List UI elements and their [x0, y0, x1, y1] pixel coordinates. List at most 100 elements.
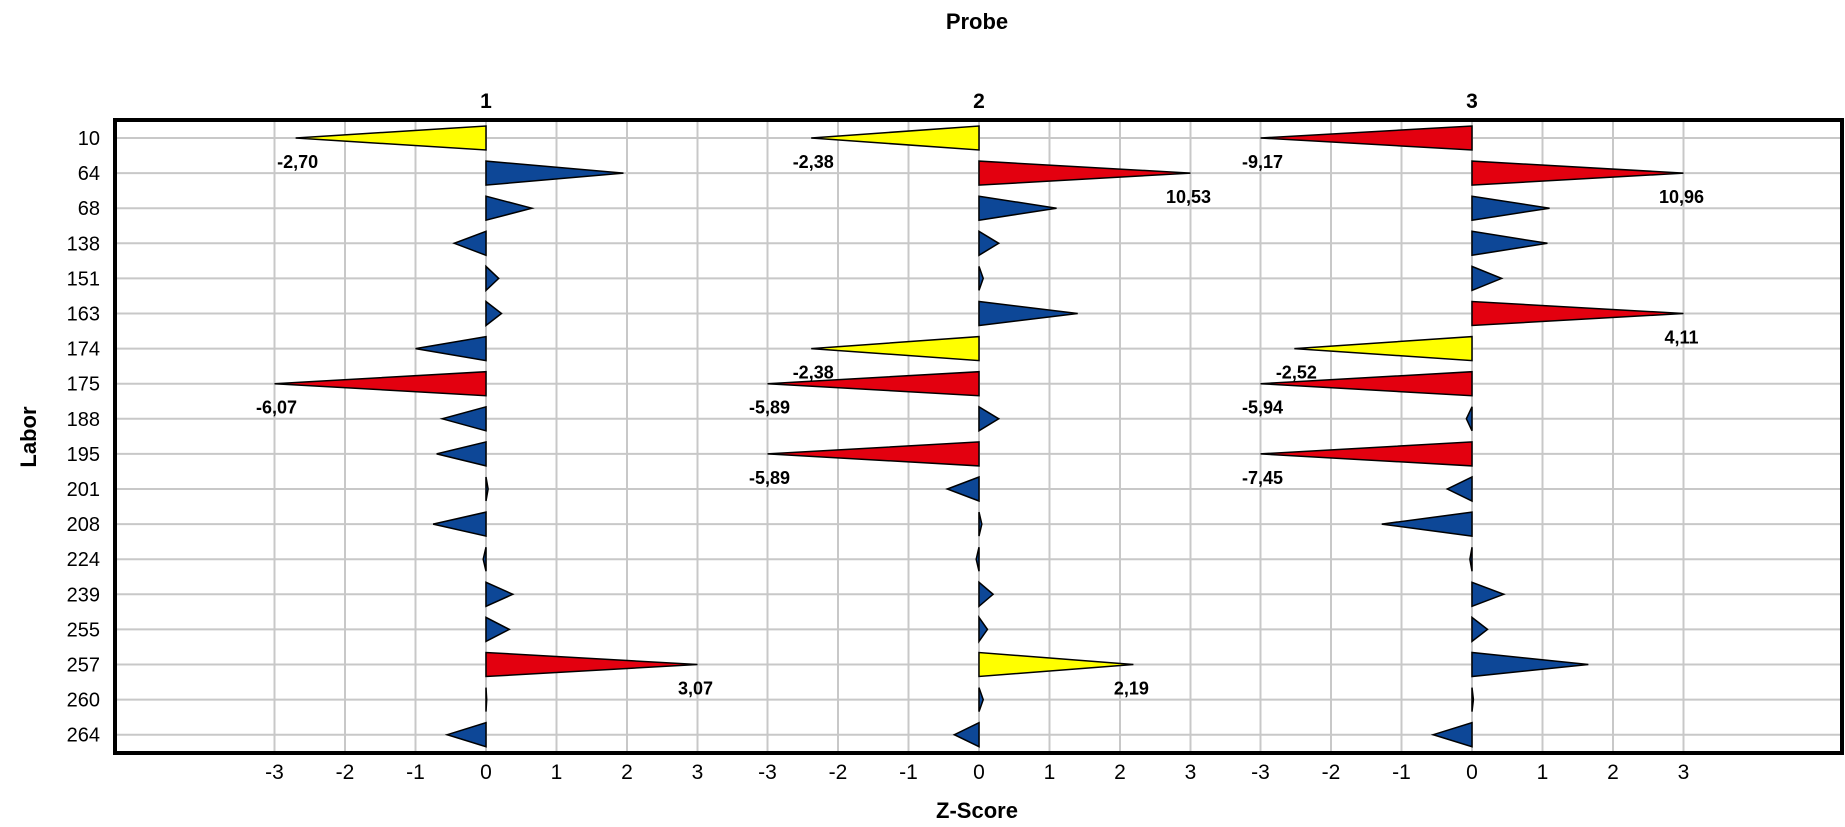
- x-tick-label: 2: [1607, 761, 1619, 784]
- x-tick-label: 2: [621, 761, 633, 784]
- plot-frame: [113, 118, 1844, 755]
- data-label: 4,11: [1664, 328, 1698, 348]
- panel-header: 3: [1466, 90, 1478, 113]
- data-marks: -2,70-6,073,07-2,3810,53-2,38-5,89-5,892…: [256, 125, 1704, 748]
- data-label: -9,17: [1242, 152, 1283, 172]
- x-tick-label: -3: [265, 761, 284, 784]
- triangle-mark: [485, 195, 535, 222]
- triangle-mark: [1469, 547, 1473, 572]
- y-tick-label: 64: [78, 163, 100, 185]
- x-tick-label: 3: [1185, 761, 1197, 784]
- chart-title: Probe: [946, 9, 1008, 34]
- triangle-mark: [485, 476, 489, 502]
- triangle-mark: [485, 651, 698, 678]
- data-label: -7,45: [1242, 468, 1283, 488]
- triangle-mark: [1294, 335, 1473, 362]
- triangle-mark: [485, 616, 511, 643]
- triangle-mark: [452, 230, 487, 257]
- y-tick-label: 208: [67, 514, 100, 536]
- data-label: -2,70: [277, 152, 318, 172]
- x-tick-label: -1: [406, 761, 425, 784]
- triangle-mark: [1471, 651, 1589, 678]
- y-tick-label: 138: [67, 233, 100, 255]
- panel-headers: 1 2 3: [480, 90, 1478, 113]
- x-tick-label: -3: [1251, 761, 1270, 784]
- triangle-mark: [1471, 195, 1550, 222]
- x-tick-label: 0: [1466, 761, 1478, 784]
- triangle-mark: [1260, 441, 1473, 467]
- data-label: 10,53: [1166, 187, 1211, 207]
- triangle-mark: [811, 125, 980, 151]
- triangle-mark: [1430, 721, 1473, 748]
- triangle-mark: [978, 195, 1057, 222]
- x-tick-label: -2: [336, 761, 355, 784]
- panel-header: 2: [973, 90, 985, 113]
- x-tick-label: 1: [1537, 761, 1549, 784]
- triangle-mark: [1471, 615, 1489, 643]
- x-tick-label: -2: [829, 761, 848, 784]
- triangle-mark: [978, 266, 985, 291]
- triangle-mark: [978, 160, 1191, 186]
- triangle-mark: [945, 475, 980, 503]
- triangle-mark: [1381, 511, 1473, 537]
- triangle-mark: [482, 547, 487, 572]
- triangle-mark: [439, 405, 487, 432]
- x-tick-label: 0: [973, 761, 985, 784]
- triangle-mark: [415, 335, 487, 362]
- x-tick-label: -1: [1392, 761, 1411, 784]
- y-tick-label: 188: [67, 409, 100, 431]
- triangle-mark: [436, 440, 487, 467]
- data-label: 2,19: [1114, 679, 1149, 699]
- triangle-mark: [1465, 406, 1473, 432]
- triangle-mark: [978, 511, 983, 537]
- y-tick-label: 239: [67, 584, 100, 606]
- triangle-mark: [485, 581, 515, 608]
- triangle-mark: [978, 300, 1078, 327]
- x-tick-label: 0: [480, 761, 492, 784]
- data-label: 3,07: [678, 679, 713, 699]
- x-tick-label: 1: [1044, 761, 1056, 784]
- triangle-mark: [1260, 370, 1473, 397]
- y-tick-label: 151: [67, 268, 100, 290]
- triangle-mark: [811, 335, 980, 362]
- triangle-mark: [485, 299, 503, 328]
- triangle-mark: [978, 615, 989, 644]
- y-tick-labels: 10 64 68 138 151 163 174 175 188 195 201 208 224 239 2…: [67, 128, 100, 747]
- y-tick-label: 224: [67, 549, 100, 571]
- y-tick-label: 195: [67, 444, 100, 466]
- y-tick-label: 264: [67, 725, 100, 747]
- data-label: -2,38: [793, 152, 834, 172]
- data-label: -2,52: [1276, 363, 1317, 383]
- triangle-mark: [767, 370, 980, 397]
- data-label: -5,89: [749, 468, 790, 488]
- x-tick-labels: -3 -2 -1 0 1 2 3 -3 -2 -1 0 1 2 3 -3 -2 -1 0 1 2 3: [265, 761, 1689, 784]
- triangle-mark: [1471, 265, 1504, 292]
- triangle-mark: [978, 651, 1134, 678]
- triangle-mark: [485, 687, 488, 712]
- triangle-mark: [432, 511, 487, 538]
- triangle-mark: [485, 264, 500, 293]
- x-tick-label: 3: [692, 761, 704, 784]
- data-label: -5,94: [1242, 398, 1283, 418]
- triangle-mark: [1471, 581, 1506, 608]
- y-tick-label: 174: [67, 339, 100, 361]
- data-label: -2,38: [793, 363, 834, 383]
- triangle-mark: [295, 125, 487, 151]
- x-tick-label: 2: [1114, 761, 1126, 784]
- triangle-mark: [978, 405, 1001, 433]
- triangle-mark: [975, 547, 980, 572]
- panel-header: 1: [480, 90, 492, 113]
- triangle-mark: [978, 229, 1001, 257]
- y-tick-label: 201: [67, 479, 100, 501]
- x-axis-label: Z-Score: [936, 798, 1018, 823]
- triangle-mark: [1471, 687, 1475, 712]
- x-tick-label: -2: [1322, 761, 1341, 784]
- x-tick-label: -3: [758, 761, 777, 784]
- x-tick-label: 3: [1678, 761, 1690, 784]
- triangle-mark: [978, 580, 995, 608]
- data-label: 10,96: [1659, 187, 1704, 207]
- triangle-mark: [444, 721, 487, 748]
- y-tick-label: 163: [67, 304, 100, 326]
- triangle-mark: [1445, 475, 1473, 503]
